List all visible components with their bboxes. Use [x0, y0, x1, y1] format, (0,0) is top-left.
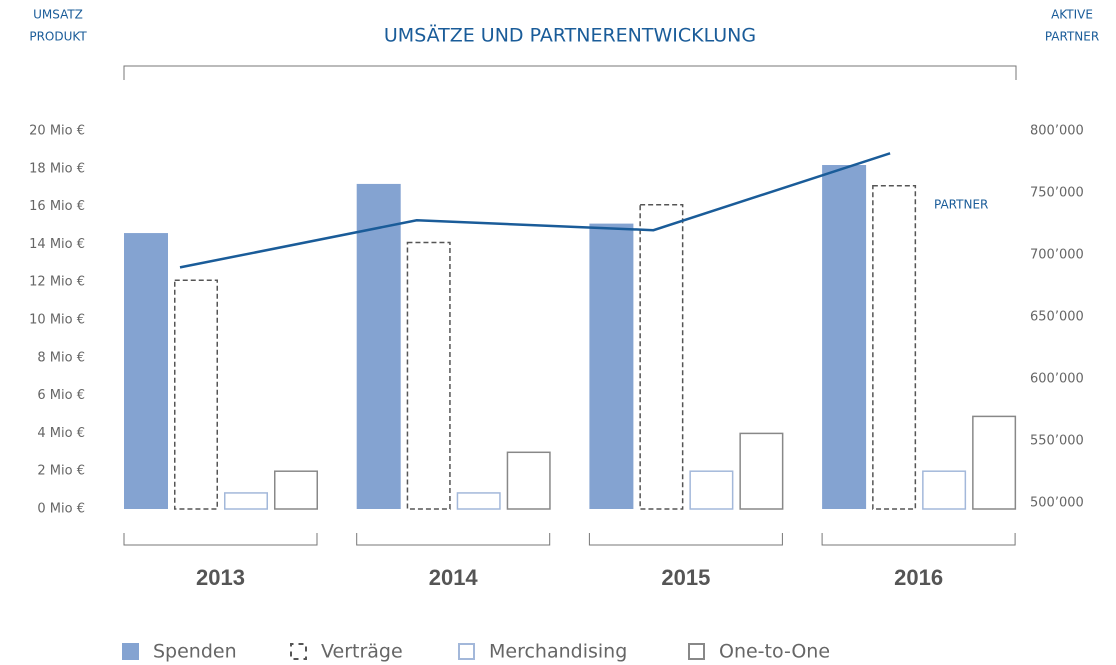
- legend-label: Verträge: [321, 641, 403, 663]
- bar: [456, 492, 501, 510]
- y-tick-label: 4 Mio €: [37, 426, 85, 441]
- y-tick-label: 0 Mio €: [37, 502, 85, 517]
- chart-title: UMSÄTZE UND PARTNERENTWICKLUNG: [384, 24, 756, 47]
- y2-axis-label: AKTIVE: [1051, 8, 1093, 22]
- bar: [972, 415, 1017, 510]
- y-tick-label: 2 Mio €: [37, 464, 85, 479]
- y-tick-label: 8 Mio €: [37, 350, 85, 365]
- bar: [356, 183, 401, 510]
- y2-tick-label: 550’000: [1030, 434, 1084, 449]
- y-tick-label: 16 Mio €: [29, 199, 85, 214]
- x-tick-label: 2014: [429, 565, 479, 590]
- bar: [589, 223, 634, 510]
- bar: [689, 470, 734, 510]
- legend-label: One-to-One: [719, 641, 830, 663]
- category-bracket: [356, 533, 551, 546]
- y2-axis-label: PARTNER: [1045, 30, 1099, 44]
- bar: [639, 203, 684, 510]
- y-tick-label: 6 Mio €: [37, 388, 85, 403]
- x-tick-label: 2015: [661, 565, 710, 590]
- bar: [124, 233, 168, 509]
- y-tick-label: 18 Mio €: [29, 161, 85, 176]
- line-label: PARTNER: [934, 198, 988, 212]
- y2-tick-label: 750’000: [1030, 186, 1084, 201]
- bar: [506, 451, 551, 510]
- y2-tick-label: 650’000: [1030, 310, 1084, 325]
- bar: [872, 185, 917, 510]
- legend-label: Spenden: [153, 641, 237, 663]
- y-tick-label: 14 Mio €: [29, 237, 85, 252]
- legend-marker: [122, 643, 139, 660]
- bar: [274, 470, 318, 510]
- category-bracket: [588, 533, 783, 546]
- category-bracket: [123, 533, 318, 546]
- bar: [406, 241, 451, 510]
- y2-tick-label: 800’000: [1030, 124, 1084, 139]
- category-bracket: [821, 533, 1016, 546]
- legend-label: Merchandising: [489, 641, 627, 663]
- y-axis-label: PRODUKT: [29, 30, 87, 44]
- bar: [822, 165, 867, 509]
- x-tick-label: 2016: [894, 565, 943, 590]
- y-tick-label: 10 Mio €: [29, 313, 85, 328]
- y-tick-label: 20 Mio €: [29, 124, 85, 139]
- y2-tick-label: 700’000: [1030, 248, 1084, 263]
- y-tick-label: 12 Mio €: [29, 275, 85, 290]
- x-tick-label: 2013: [196, 565, 245, 590]
- bar: [174, 279, 218, 510]
- y2-tick-label: 600’000: [1030, 372, 1084, 387]
- bar: [224, 492, 268, 510]
- title-bracket: [123, 65, 1017, 80]
- legend-marker: [290, 643, 307, 660]
- bar: [922, 470, 967, 510]
- line: [179, 152, 891, 269]
- bar: [739, 432, 784, 510]
- legend-marker: [688, 643, 705, 660]
- y-axis-label: UMSATZ: [33, 8, 83, 22]
- y2-tick-label: 500’000: [1030, 496, 1084, 511]
- legend-marker: [458, 643, 475, 660]
